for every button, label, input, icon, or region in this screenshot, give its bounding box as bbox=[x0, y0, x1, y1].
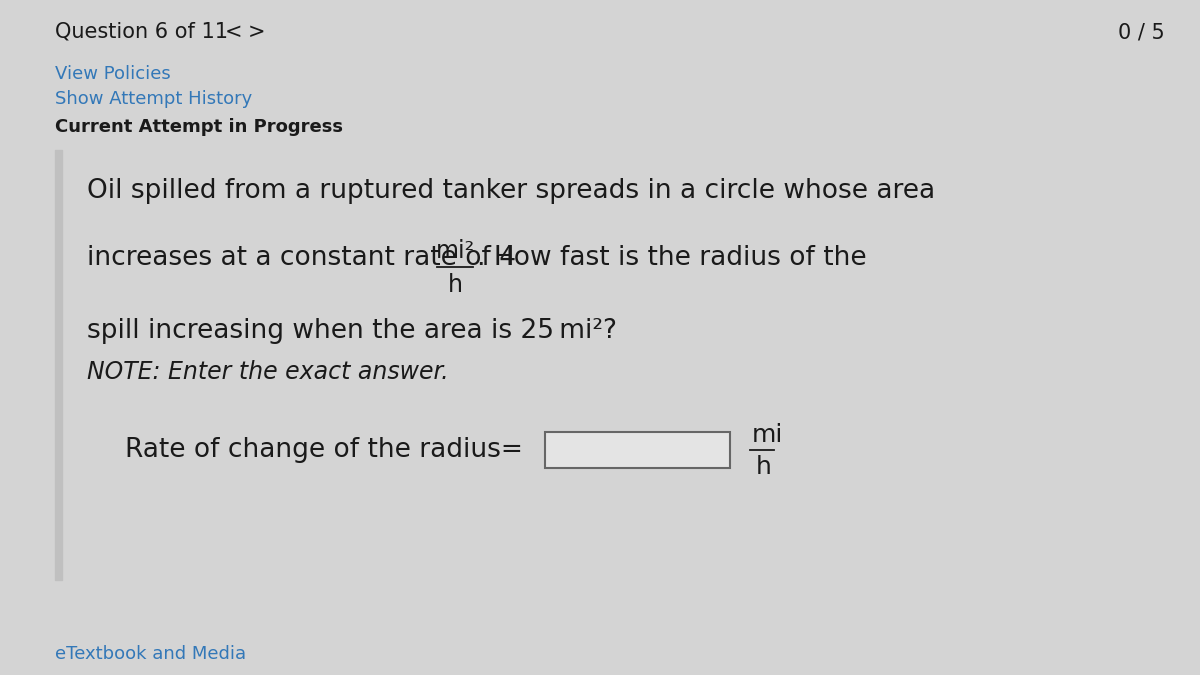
Text: spill increasing when the area is 25 mi²?: spill increasing when the area is 25 mi²… bbox=[88, 318, 617, 344]
Text: increases at a constant rate of 4: increases at a constant rate of 4 bbox=[88, 245, 516, 271]
Text: eTextbook and Media: eTextbook and Media bbox=[55, 645, 246, 663]
Text: View Policies: View Policies bbox=[55, 65, 170, 83]
Text: <: < bbox=[226, 22, 242, 42]
Text: h: h bbox=[756, 455, 772, 479]
Text: mi: mi bbox=[752, 423, 784, 447]
Bar bbox=[55, 150, 61, 580]
Text: 0 / 5: 0 / 5 bbox=[1118, 22, 1165, 42]
Text: . How fast is the radius of the: . How fast is the radius of the bbox=[478, 245, 866, 271]
Text: h: h bbox=[448, 273, 462, 297]
Text: Current Attempt in Progress: Current Attempt in Progress bbox=[55, 118, 343, 136]
Text: >: > bbox=[248, 22, 265, 42]
Text: Oil spilled from a ruptured tanker spreads in a circle whose area: Oil spilled from a ruptured tanker sprea… bbox=[88, 178, 935, 204]
Text: Question 6 of 11: Question 6 of 11 bbox=[55, 22, 228, 42]
Text: Rate of change of the radius=: Rate of change of the radius= bbox=[125, 437, 523, 463]
Text: mi²: mi² bbox=[436, 239, 474, 263]
Text: NOTE: Enter the exact answer.: NOTE: Enter the exact answer. bbox=[88, 360, 449, 384]
FancyBboxPatch shape bbox=[545, 432, 730, 468]
Text: Show Attempt History: Show Attempt History bbox=[55, 90, 252, 108]
